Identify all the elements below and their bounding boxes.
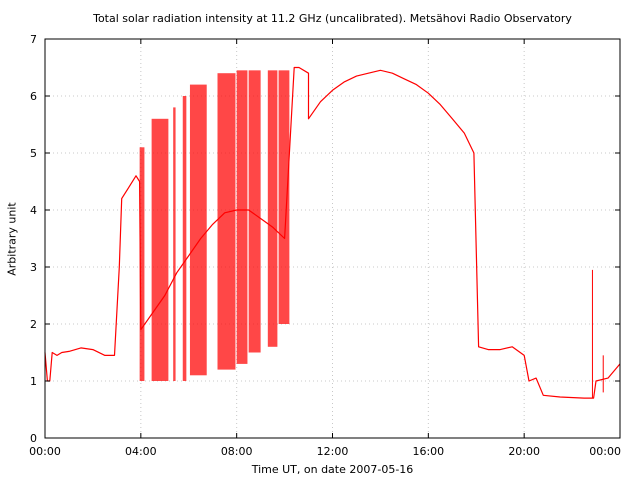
x-tick-label: 16:00: [412, 445, 444, 458]
dropout-band: [217, 73, 236, 370]
x-tick-label: 04:00: [125, 445, 157, 458]
y-tick-label: 0: [30, 432, 37, 445]
x-tick-label: 00:00: [29, 445, 61, 458]
series-line: [44, 66, 621, 399]
y-axis-label: Arbitrary unit: [5, 202, 19, 276]
plot-frame: [44, 38, 621, 439]
y-tick-label: 7: [30, 33, 37, 46]
y-tick-label: 2: [30, 318, 37, 331]
y-tick-label: 1: [30, 375, 37, 388]
x-tick-label: 12:00: [317, 445, 349, 458]
dropout-band: [248, 70, 261, 353]
x-tick-label: 00:00: [589, 445, 621, 458]
dropout-band: [151, 118, 169, 382]
x-tick-label: 20:00: [508, 445, 540, 458]
dropout-band: [278, 70, 290, 324]
dropout-band: [182, 96, 187, 381]
dropout-band: [173, 107, 176, 382]
dropout-band: [267, 70, 278, 347]
dropout-band: [139, 147, 145, 381]
grid-lines: [45, 39, 620, 438]
y-tick-label: 3: [30, 261, 37, 274]
dropout-band: [236, 70, 248, 364]
x-axis-label: Time UT, on date 2007-05-16: [251, 463, 414, 476]
dropout-band: [189, 84, 207, 376]
series-layer: [44, 66, 621, 399]
dropout-bands: [139, 70, 290, 382]
y-tick-label: 4: [30, 204, 37, 217]
y-tick-label: 5: [30, 147, 37, 160]
chart-title: Total solar radiation intensity at 11.2 …: [93, 12, 572, 25]
x-tick-label: 08:00: [221, 445, 253, 458]
y-tick-label: 6: [30, 90, 37, 103]
axes: 0 1 2 3 4 5 6 7 00:00 04:00 08:00 12:00 16:00 20:00 00…: [29, 33, 621, 458]
